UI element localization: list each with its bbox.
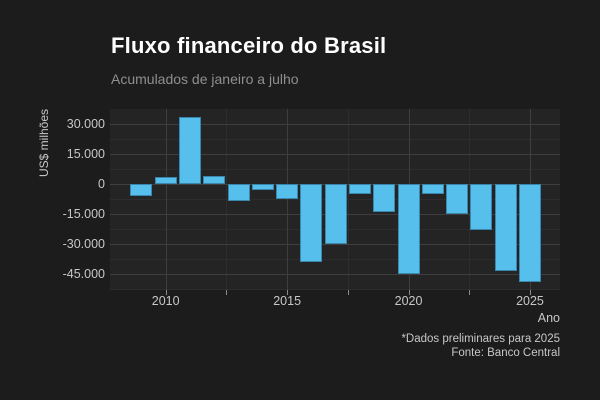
bar-2022 [446, 184, 469, 214]
gridline-major-vertical [287, 109, 289, 290]
bar-2024 [494, 184, 517, 271]
x-axis-tick-mark [165, 290, 167, 295]
gridline-minor-horizontal [110, 169, 560, 170]
bar-2009 [130, 184, 153, 196]
gridline-minor-horizontal [110, 289, 560, 290]
gridline-major-horizontal [110, 244, 560, 245]
x-axis-tick-mark [287, 290, 289, 295]
caption-line-preliminary: *Dados preliminares para 2025 [401, 333, 560, 345]
x-axis-tick-label: 2010 [151, 294, 180, 308]
y-axis-title: US$ milhões [37, 108, 51, 178]
y-axis-tick-label: 0 [98, 177, 105, 191]
gridline-minor-vertical [469, 109, 471, 290]
x-axis-tick-label: 2025 [516, 294, 544, 308]
bar-2025 [518, 184, 541, 282]
bar-2011 [178, 117, 201, 184]
gridline-major-horizontal [110, 154, 560, 155]
caption-line-source: Fonte: Banco Central [451, 346, 560, 359]
bar-2020 [397, 184, 420, 274]
bar-2014 [251, 184, 274, 190]
x-axis-tick-mark [469, 290, 471, 295]
y-axis-tick-label: -30.000 [62, 237, 105, 251]
gridline-minor-horizontal [110, 139, 560, 140]
y-axis-tick-label: -15.000 [62, 207, 105, 221]
x-axis-tick-mark [529, 290, 531, 295]
bar-2023 [470, 184, 493, 230]
gridline-major-horizontal [110, 274, 560, 275]
x-axis-tick-mark [408, 290, 410, 295]
x-axis-tick-label: 2020 [394, 294, 423, 308]
bar-2019 [373, 184, 396, 212]
x-axis-tick-mark [226, 290, 228, 295]
bar-2016 [300, 184, 323, 262]
bar-2017 [324, 184, 347, 244]
x-axis-title: Ano [537, 311, 560, 325]
gridline-major-horizontal [110, 124, 560, 125]
gridline-minor-vertical [226, 109, 228, 290]
y-axis-tick-label: -45.000 [62, 267, 105, 281]
gridline-minor-vertical [347, 109, 349, 290]
bar-2013 [227, 184, 250, 201]
bar-2012 [203, 176, 226, 184]
gridline-major-vertical [165, 109, 167, 290]
x-axis-tick-label: 2015 [273, 294, 302, 308]
chart-title: Fluxo financeiro do Brasil [111, 33, 387, 58]
y-axis-tick-label: 15.000 [66, 147, 105, 161]
bar-2021 [421, 184, 444, 194]
chart-caption: *Dados preliminares para 2025 Fonte: Ban… [260, 333, 560, 360]
x-axis-tick-mark [347, 290, 349, 295]
chart-subtitle: Acumulados de janeiro a julho [111, 71, 299, 87]
plot-panel [110, 109, 560, 290]
bar-2018 [348, 184, 371, 194]
y-axis-tick-label: 30.000 [66, 117, 105, 131]
bar-2010 [154, 177, 177, 184]
bar-2015 [276, 184, 299, 199]
gridline-minor-horizontal [110, 259, 560, 260]
